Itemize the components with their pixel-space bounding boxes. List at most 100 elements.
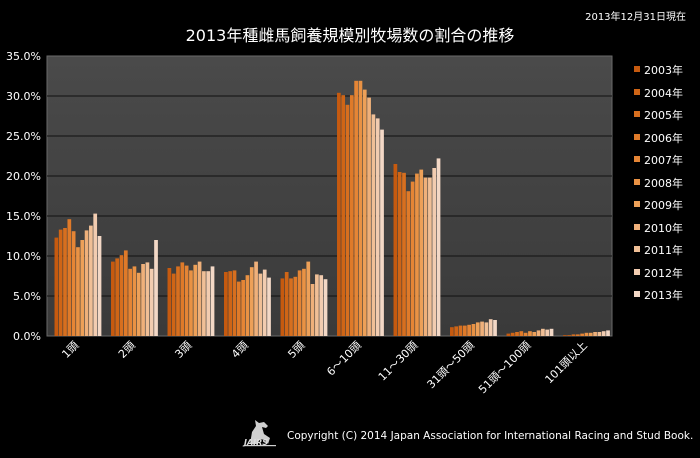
legend-item: 2011年 — [634, 242, 700, 265]
bar — [536, 330, 541, 336]
bar — [228, 271, 233, 336]
bar — [323, 279, 328, 336]
legend-label: 2003年 — [644, 64, 683, 77]
legend-item: 2005年 — [634, 107, 700, 130]
bar — [375, 118, 380, 337]
bar — [345, 104, 350, 336]
x-axis-ticks: 1頭 2頭 3頭 4頭 5頭 6～10頭 11～30頭 31頭～50頭 51頭～100頭 101頭… — [59, 339, 589, 396]
bar — [210, 266, 215, 336]
bar — [197, 261, 202, 336]
bar — [245, 275, 250, 336]
bar — [410, 181, 415, 336]
logo-text: JAIRS — [244, 438, 269, 447]
bar — [149, 268, 154, 336]
legend-item: 2007年 — [634, 152, 700, 175]
legend-swatch — [634, 223, 640, 230]
legend: 2003年 2004年 2005年 2006年 2007年 2008年 2009年 2010年… — [634, 62, 700, 310]
x-tick-label: 6～10頭 — [324, 339, 364, 379]
legend-swatch — [634, 88, 640, 95]
legend-item: 2009年 — [634, 197, 700, 220]
bar — [232, 270, 237, 336]
bar — [84, 230, 89, 336]
bar — [402, 172, 406, 336]
bar — [115, 258, 120, 336]
bar — [475, 322, 480, 336]
bar — [184, 265, 189, 336]
bar — [450, 327, 454, 336]
bar — [224, 272, 228, 336]
bar — [154, 240, 158, 336]
bar — [567, 335, 572, 336]
y-axis-ticks: 0.0% 5.0% 10.0% 15.0% 20.0% 25.0% 30.0% 35.0% — [6, 50, 41, 343]
bar — [506, 333, 511, 336]
legend-label: 2009年 — [644, 199, 683, 212]
bar — [423, 177, 428, 336]
legend-swatch — [634, 133, 640, 140]
legend-item: 2008年 — [634, 175, 700, 198]
legend-swatch — [634, 178, 640, 185]
bar — [58, 229, 63, 336]
legend-swatch — [634, 66, 640, 72]
bar — [337, 92, 341, 336]
x-tick-label: 5頭 — [285, 339, 307, 361]
bar — [310, 284, 315, 336]
bar — [341, 95, 346, 336]
bar — [432, 168, 437, 336]
bar — [462, 325, 467, 336]
bar — [193, 264, 198, 336]
bar — [349, 95, 354, 336]
bar — [76, 247, 80, 336]
bar — [601, 331, 606, 336]
legend-item: 2013年 — [634, 287, 700, 310]
y-tick-label: 0.0% — [13, 330, 41, 343]
bar — [145, 262, 150, 336]
bar — [93, 213, 98, 336]
bar — [262, 269, 267, 336]
bar — [436, 158, 441, 336]
bar — [397, 172, 402, 336]
bar — [128, 268, 132, 336]
bar — [575, 334, 580, 336]
x-tick-label: 31頭～50頭 — [425, 339, 477, 391]
bar — [302, 268, 306, 336]
legend-label: 2004年 — [644, 86, 683, 100]
bar — [54, 237, 59, 336]
legend-item: 2004年 — [634, 85, 700, 108]
legend-item: 2006年 — [634, 130, 700, 153]
gridlines — [47, 95, 612, 297]
bar — [280, 278, 285, 336]
bar — [549, 328, 554, 336]
bar — [249, 267, 254, 336]
bar — [136, 272, 141, 336]
bar — [484, 322, 489, 336]
bar — [419, 169, 424, 336]
bar — [584, 332, 589, 336]
plot-area — [46, 55, 613, 337]
bar — [358, 80, 363, 336]
date-note: 2013年12月31日現在 — [585, 12, 686, 23]
bar — [458, 325, 463, 336]
legend-label: 2006年 — [644, 131, 683, 145]
copyright-text: Copyright (C) 2014 Japan Association for… — [287, 430, 694, 442]
x-tick-label: 11～30頭 — [376, 339, 421, 384]
bar — [519, 331, 524, 336]
bar — [371, 114, 376, 337]
bar — [588, 332, 593, 336]
bar — [306, 261, 311, 336]
bar — [541, 328, 545, 336]
bar — [415, 173, 419, 336]
bar — [515, 332, 519, 336]
bar — [111, 261, 115, 336]
legend-swatch — [634, 291, 640, 297]
bar — [606, 330, 610, 336]
bar — [467, 324, 471, 336]
legend-item: 2012年 — [634, 265, 700, 288]
bar — [67, 219, 72, 336]
bar — [528, 331, 532, 336]
bar — [428, 177, 432, 336]
y-tick-label: 35.0% — [6, 50, 41, 63]
legend-swatch — [634, 156, 640, 162]
bar — [206, 271, 211, 336]
bar — [510, 332, 515, 336]
